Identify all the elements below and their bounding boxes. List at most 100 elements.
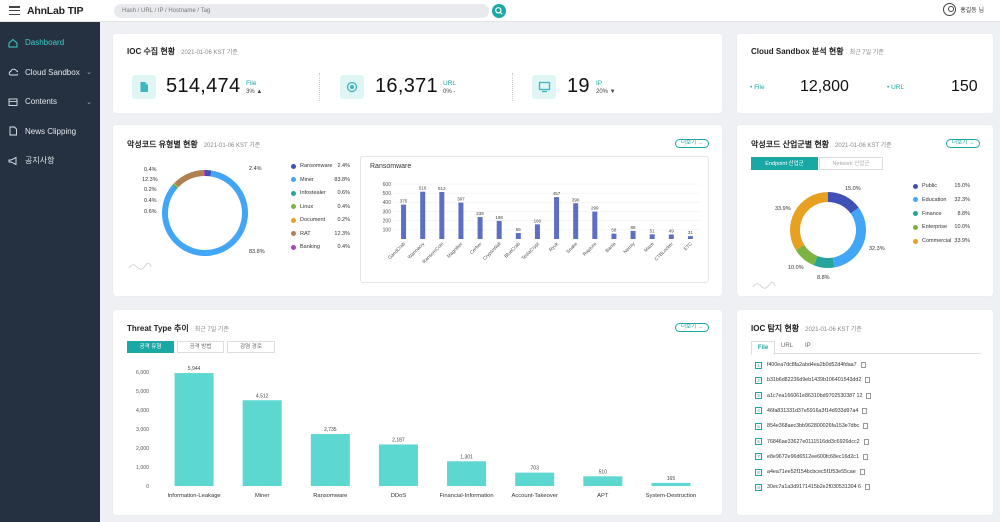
sidebar-item-label: Contents [25,97,58,107]
copy-icon[interactable] [866,392,872,399]
hash-value[interactable]: f400ea7dc8fa2abd4ea2b0d52d4fdaa7 [767,362,857,368]
donut-slice-linux[interactable] [173,183,179,189]
ransomware-bar[interactable] [592,211,598,239]
threat-bar[interactable] [242,400,282,486]
x-tick-label: ETC [683,241,694,252]
ransomware-bar[interactable] [477,217,483,239]
ransomware-bar[interactable] [554,197,560,239]
threat-bar[interactable] [515,472,555,486]
ransomware-bar[interactable] [534,224,540,239]
copy-icon[interactable] [865,377,871,384]
ransomware-bar[interactable] [420,191,426,239]
threat-bar[interactable] [310,434,350,486]
legend-item[interactable]: Ransomware [291,163,332,169]
hash-value[interactable]: 76846ae33627e0111516dd3c6926dcc2 [767,438,860,445]
legend-item[interactable]: Linux [291,204,313,210]
tab-attack-method[interactable]: 공격 방법 [177,341,224,353]
legend-item[interactable]: Document [291,217,325,223]
ransomware-bar[interactable] [496,220,502,239]
tab-ip[interactable]: IP [805,343,811,349]
legend-dot [291,190,296,196]
legend-item[interactable]: Infostealer [291,190,326,196]
donut-slice-ransomware[interactable] [205,170,212,177]
donut-slice-enterprise[interactable] [795,244,818,266]
donut-slice-finance[interactable] [813,255,835,268]
sidebar-item-contents[interactable]: Contents ⌄ [0,87,100,117]
list-item[interactable]: 3 a1c7ea166061e86310bd9702530387 12 [755,391,872,401]
threat-bar[interactable] [378,444,418,486]
list-item[interactable]: 4 46fa831331d37e5916a3f14d933d97a4 [755,406,868,416]
donut-slice-education[interactable] [832,207,866,268]
threat-bar[interactable] [174,373,214,486]
ransomware-bar[interactable] [515,233,521,239]
hash-value[interactable]: 30ec7a1a3d9171415b2e2f030531304 6 [767,484,861,491]
ransomware-bar[interactable] [439,191,445,239]
legend-item[interactable]: Education [913,197,946,203]
ransomware-bar[interactable] [611,233,617,239]
hash-value[interactable]: b31b6d82236d9eb1439b106401543dd2 [767,377,862,384]
list-item[interactable]: 7 e8e9672e96d6512ee600fc68ec16d2c1 [755,452,868,462]
tab-network[interactable]: Network 산업군 [819,157,883,170]
ransomware-bar[interactable] [687,236,693,239]
more-button[interactable]: 더보기 → [946,139,981,148]
copy-icon[interactable] [863,423,869,430]
hash-value[interactable]: 854e368aec3bb962800026fa153e7dbc [767,423,860,430]
list-item[interactable]: 6 76846ae33627e0111516dd3c6926dcc2 [755,437,869,447]
donut-slice-banking[interactable] [203,170,205,177]
donut-slice-rat[interactable] [174,170,205,188]
ransomware-bar[interactable] [630,230,636,239]
more-button[interactable]: 더보기 → [675,139,710,148]
ransomware-bar[interactable] [668,234,674,239]
menu-icon[interactable] [9,6,20,16]
threat-bar[interactable] [583,476,623,486]
tab-file[interactable]: File [751,341,775,355]
copy-icon[interactable] [862,407,868,414]
hash-value[interactable]: e8e9672e96d6512ee600fc68ec16d2c1 [767,453,859,460]
search-input[interactable]: Hash / URL / IP / Hostname / Tag [114,4,489,18]
donut-slice-document[interactable] [173,182,179,188]
more-button[interactable]: 더보기 → [675,323,710,332]
copy-icon[interactable] [864,484,870,491]
hash-value[interactable]: a1c7ea166061e86310bd9702530387 12 [767,392,863,399]
sidebar-item-news-clipping[interactable]: News Clipping [0,117,100,147]
bar-value-label: 390 [572,197,580,202]
list-item[interactable]: 8 a4ea71ee52f154bcbcec5f1f53e55cae [755,467,865,477]
legend-item[interactable]: Enterprise [913,224,947,230]
legend-item[interactable]: Miner [291,177,314,183]
list-item[interactable]: 2 b31b6d82236d9eb1439b106401543dd2 [755,375,871,385]
legend-item[interactable]: Finance [913,211,942,217]
sidebar-item-dashboard[interactable]: Dashboard [0,28,100,58]
ransomware-bar[interactable] [401,204,407,239]
tab-attack-type[interactable]: 공격 유형 [127,341,174,353]
sidebar-item-notice[interactable]: 공지사항 [0,146,100,176]
tab-endpoint[interactable]: Endpoint 산업군 [751,157,818,170]
ransomware-bar[interactable] [458,202,464,239]
sidebar-item-cloud-sandbox[interactable]: Cloud Sandbox ⌄ [0,58,100,88]
copy-icon[interactable] [860,362,866,368]
copy-icon[interactable] [862,453,868,460]
hash-value[interactable]: a4ea71ee52f154bcbcec5f1f53e55cae [767,469,856,476]
donut-slice-commercial[interactable] [790,192,828,251]
legend-item[interactable]: Public [913,183,937,189]
donut-slice-infostealer[interactable] [172,184,178,190]
list-item[interactable]: 5 854e368aec3bb962800026fa153e7dbc [755,421,869,431]
hash-value[interactable]: 46fa831331d37e5916a3f14d933d97a4 [767,407,859,414]
legend-item[interactable]: Banking [291,244,320,250]
user-menu[interactable]: 홍길동 님 [943,3,984,16]
list-item[interactable]: 1 f400ea7dc8fa2abd4ea2b0d52d4fdaa7 [755,360,866,370]
legend-item[interactable]: Commercial [913,238,951,244]
tab-url[interactable]: URL [781,343,794,349]
search-button[interactable] [492,4,506,18]
legend-item[interactable]: RAT [291,231,311,237]
ransomware-bar[interactable] [573,203,579,239]
donut-slice-public[interactable] [828,192,859,214]
tab-infection-path[interactable]: 감염 경로 [227,341,275,353]
threat-bar[interactable] [447,461,487,486]
ransomware-bar[interactable] [649,234,655,239]
copy-icon[interactable] [863,438,869,445]
app-logo[interactable]: AhnLab TIP [27,5,84,17]
list-item[interactable]: 9 30ec7a1a3d9171415b2e2f030531304 6 [755,482,870,492]
copy-icon[interactable] [859,469,865,476]
threat-bar[interactable] [651,482,691,486]
bar-value-label: 51 [650,228,656,233]
